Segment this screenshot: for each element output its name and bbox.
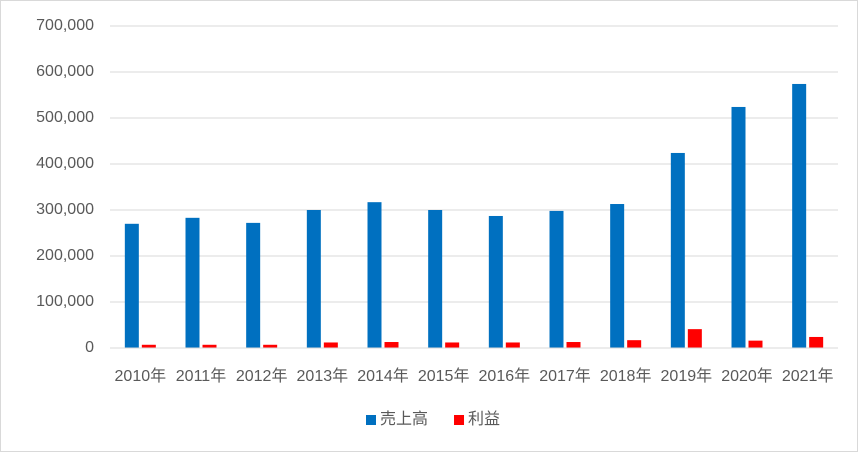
x-tick-label: 2020年	[721, 367, 773, 385]
legend-label: 売上高	[380, 410, 428, 428]
bar	[610, 204, 625, 348]
x-tick-label: 2010年	[115, 367, 167, 385]
bar	[505, 342, 520, 348]
x-tick-label: 2019年	[661, 367, 713, 385]
y-tick-label: 700,000	[36, 17, 94, 34]
bar	[263, 344, 278, 348]
bar	[549, 210, 564, 348]
bar	[488, 215, 503, 348]
bar	[687, 329, 702, 348]
bar	[428, 210, 443, 348]
bar	[748, 340, 763, 348]
bar	[185, 217, 200, 348]
bar	[141, 344, 156, 348]
bar	[124, 223, 139, 348]
y-tick-label: 400,000	[36, 155, 94, 172]
bar	[323, 342, 338, 348]
bar	[246, 222, 261, 348]
x-tick-label: 2021年	[782, 367, 834, 385]
bar	[384, 342, 399, 348]
bar	[792, 83, 807, 349]
bar	[367, 202, 382, 348]
bar	[445, 342, 460, 348]
bar	[202, 344, 217, 348]
y-tick-label: 100,000	[36, 293, 94, 310]
x-tick-label: 2017年	[539, 367, 591, 385]
x-tick-label: 2012年	[236, 367, 288, 385]
bar	[809, 336, 824, 348]
x-tick-label: 2013年	[297, 367, 349, 385]
bar	[306, 210, 321, 348]
bar	[670, 152, 685, 348]
bar	[566, 342, 581, 348]
bar	[627, 340, 642, 348]
y-tick-label: 600,000	[36, 63, 94, 80]
y-tick-label: 300,000	[36, 201, 94, 218]
legend-swatch	[454, 415, 465, 425]
y-tick-label: 200,000	[36, 247, 94, 264]
x-tick-label: 2011年	[176, 367, 226, 385]
legend-swatch	[366, 415, 376, 425]
x-tick-label: 2014年	[357, 367, 409, 385]
x-tick-label: 2018年	[600, 367, 652, 385]
y-tick-label: 0	[85, 339, 94, 356]
y-tick-label: 500,000	[36, 109, 94, 126]
x-tick-label: 2015年	[418, 367, 470, 385]
legend-label: 利益	[468, 410, 500, 428]
bar	[731, 106, 746, 349]
x-tick-label: 2016年	[479, 367, 531, 385]
